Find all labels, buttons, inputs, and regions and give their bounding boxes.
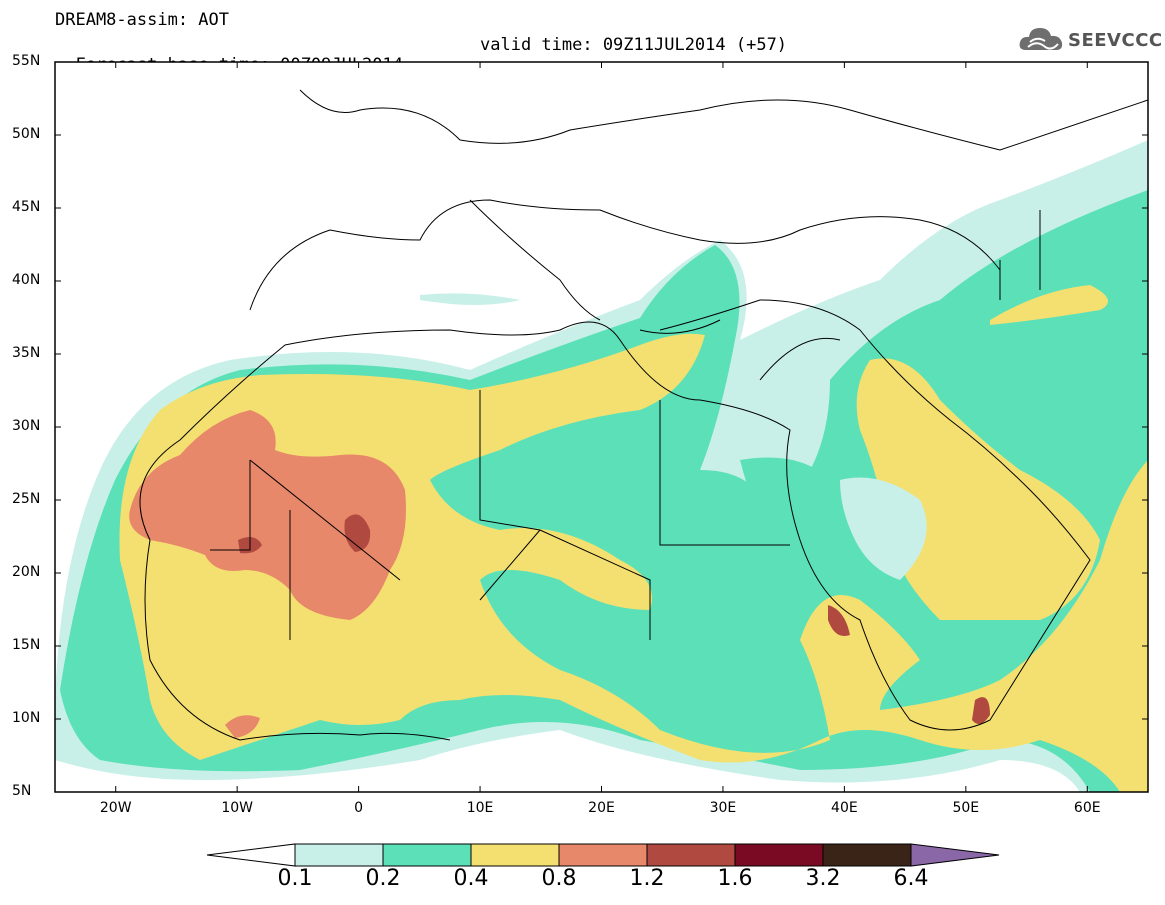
aot-contours xyxy=(55,140,1148,792)
colorbar-level-label: 6.4 xyxy=(893,866,929,891)
lon-label: 60E xyxy=(1073,800,1101,816)
colorbar-cell xyxy=(822,843,912,867)
aot-level-1.2 xyxy=(828,605,850,636)
lat-label: 50N xyxy=(12,126,41,142)
colorbar-cell xyxy=(382,843,472,867)
lon-label: 40E xyxy=(831,800,858,816)
lon-label: 10E xyxy=(466,800,494,816)
coastlines xyxy=(139,89,1148,741)
colorbar-cell xyxy=(558,843,648,867)
aot-level-1.2 xyxy=(344,514,371,552)
lat-label: 20N xyxy=(12,564,41,580)
colorbar-level-label: 1.2 xyxy=(629,866,665,891)
aot-level-0.1 xyxy=(420,293,520,305)
cloud-icon xyxy=(1019,28,1063,50)
aot-level-0.8 xyxy=(225,715,260,738)
aot-level-0.4 xyxy=(119,333,1148,792)
lat-label: 10N xyxy=(12,710,41,726)
colorbar-cell xyxy=(294,843,384,867)
colorbar-level-label: 1.6 xyxy=(717,866,753,891)
valid-time: valid time: 09Z11JUL2014 (+57) xyxy=(480,35,788,55)
lon-label: 30E xyxy=(709,800,737,816)
axis-ticks xyxy=(55,61,1148,793)
chart-title: DREAM8-assim: AOT xyxy=(55,10,229,30)
aot-level-0.8 xyxy=(129,410,406,620)
lon-label: 50E xyxy=(952,800,980,816)
lon-label: 0 xyxy=(354,800,364,816)
colorbar-low-arrow xyxy=(206,843,296,867)
colorbar-high-arrow xyxy=(910,843,1000,867)
lat-label: 5N xyxy=(12,783,32,799)
colorbar-level-label: 0.4 xyxy=(453,866,489,891)
colorbar-cell xyxy=(646,843,736,867)
aot-level-1.2 xyxy=(972,697,990,724)
colorbar-level-label: 0.8 xyxy=(541,866,577,891)
colorbar-cell xyxy=(734,843,824,867)
aot-level-0.4 xyxy=(990,285,1108,325)
aot-level-0.2 xyxy=(440,460,660,530)
colorbar-level-label: 0.1 xyxy=(277,866,313,891)
lat-label: 15N xyxy=(12,637,41,653)
lon-label: 10W xyxy=(221,800,253,816)
lat-label: 35N xyxy=(12,345,41,361)
lat-label: 45N xyxy=(12,199,41,215)
lon-label: 20W xyxy=(99,800,132,816)
lat-label: 40N xyxy=(12,272,41,288)
lat-label: 25N xyxy=(12,491,41,507)
colorbar-level-label: 3.2 xyxy=(805,866,841,891)
aot-level-0.2 xyxy=(740,457,848,567)
colorbar-level-label: 0.2 xyxy=(365,866,401,891)
colorbar-cell xyxy=(470,843,560,867)
lon-label: 20E xyxy=(588,800,615,816)
seevccc-logo: SEEVCCC xyxy=(1018,22,1162,58)
lat-label: 30N xyxy=(12,418,41,434)
aot-level-0.1 xyxy=(840,477,927,580)
logo-text: SEEVCCC xyxy=(1068,30,1163,51)
lat-label: 55N xyxy=(12,53,41,69)
